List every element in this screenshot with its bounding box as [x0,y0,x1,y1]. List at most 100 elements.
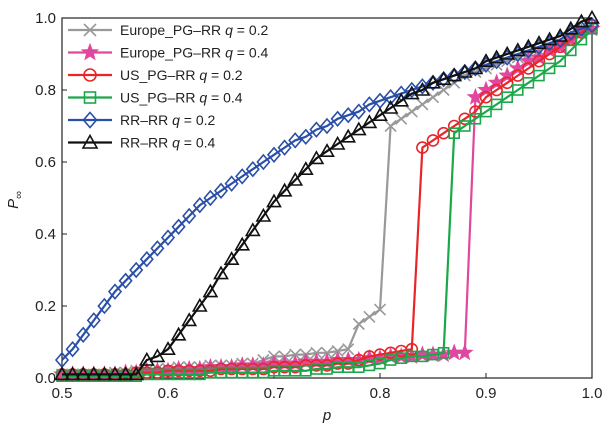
data-point-marker [488,49,505,64]
y-tick-label: 0.8 [35,82,56,99]
data-point-marker [76,326,91,344]
data-point-marker [277,139,292,156]
data-point-marker [511,69,525,82]
data-point-marker [309,121,324,138]
data-point-marker [469,113,482,125]
data-point-marker [352,317,365,331]
legend-label-value: = 0.2 [180,112,216,128]
legend-label-prefix: Europe_PG–RR [120,45,225,61]
data-point-marker [531,35,547,50]
svg-text:P∞: P∞ [5,191,25,209]
data-point-marker [329,135,346,150]
data-point-marker [554,55,567,68]
data-point-marker [490,58,503,71]
data-point-marker [234,236,251,251]
data-point-marker [446,67,463,82]
data-point-marker [83,68,97,82]
data-point-marker [437,83,450,97]
data-point-marker [129,261,144,279]
data-point-marker [522,62,535,75]
data-point-marker [500,76,514,90]
data-point-marker [319,117,335,135]
data-point-marker [319,143,335,157]
data-point-marker [266,193,282,208]
legend-item: US_PG–RR q = 0.2 [68,67,243,83]
data-point-marker [425,74,441,89]
data-point-marker [522,77,535,89]
series-line [62,28,593,378]
legend-label-prefix: Europe_PG–RR [120,22,225,38]
data-point-marker [437,346,450,359]
y-tick-label: 0.0 [35,370,56,387]
data-point-marker [415,78,430,95]
data-point-marker [511,51,524,64]
x-tick-label: 0.6 [158,385,179,402]
data-point-marker [266,146,282,164]
data-point-marker [297,161,314,175]
data-point-marker [351,103,366,120]
data-point-marker [75,366,92,381]
data-point-marker [223,251,240,266]
y-axis-label-subscript: ∞ [13,191,25,199]
data-point-marker [171,218,186,236]
data-point-marker [83,91,97,104]
x-tick-label: 0.9 [476,385,497,402]
data-point-marker [532,54,546,68]
plot-frame [61,17,593,379]
data-point-marker [564,44,577,57]
data-point-marker [480,105,492,118]
data-point-marker [478,53,494,67]
y-tick-label: 1.0 [35,10,56,27]
data-point-marker [203,189,218,207]
y-tick-label: 0.4 [35,226,56,243]
data-point-marker [455,343,474,361]
data-point-marker [541,31,558,46]
data-point-marker [118,272,133,290]
data-point-marker [393,92,410,107]
data-point-marker [520,38,537,53]
data-point-marker [170,326,187,341]
x-tick-label: 0.7 [264,385,285,402]
data-point-marker [80,42,100,61]
data-point-marker [255,207,272,222]
data-point-marker [64,366,81,381]
data-point-marker [160,341,176,356]
data-point-marker [361,114,378,129]
data-point-marker [235,168,250,185]
data-point-marker [395,112,408,125]
data-point-marker [202,283,219,298]
x-tick-label: 1.0 [582,385,602,402]
data-point-marker [426,134,440,147]
data-point-marker [342,343,355,356]
legend-label-q: q [225,45,233,61]
legend-label-prefix: US_PG–RR [120,90,199,106]
legend-label: RR–RR q = 0.2 [120,112,216,128]
legend-label-q: q [225,22,233,38]
data-point-marker [107,283,123,300]
data-point-marker [181,312,198,327]
data-point-marker [288,132,303,149]
data-point-marker [573,13,590,28]
legend-label-prefix: US_PG–RR [120,67,199,83]
data-point-marker [54,366,70,381]
data-point-marker [138,351,155,366]
legend: Europe_PG–RR q = 0.2 Europe_PG–RR q = 0.4… [68,22,268,151]
series-line [62,24,593,376]
data-point-marker [139,250,154,268]
data-point-marker [382,99,399,114]
data-point-marker [372,107,388,121]
legend-label-value: = 0.4 [180,135,216,151]
data-point-marker [435,71,452,85]
data-point-marker [404,81,419,99]
data-point-marker [509,42,526,57]
legend-item: Europe_PG–RR q = 0.4 [68,42,268,61]
x-axis-label: p [322,407,331,424]
legend-label-q: q [172,112,180,128]
data-point-marker [298,128,313,146]
series-6 [54,9,600,381]
data-point-marker [405,105,418,118]
data-point-marker [490,98,503,111]
legend-label-value: = 0.2 [207,67,243,83]
data-point-marker [287,171,304,186]
